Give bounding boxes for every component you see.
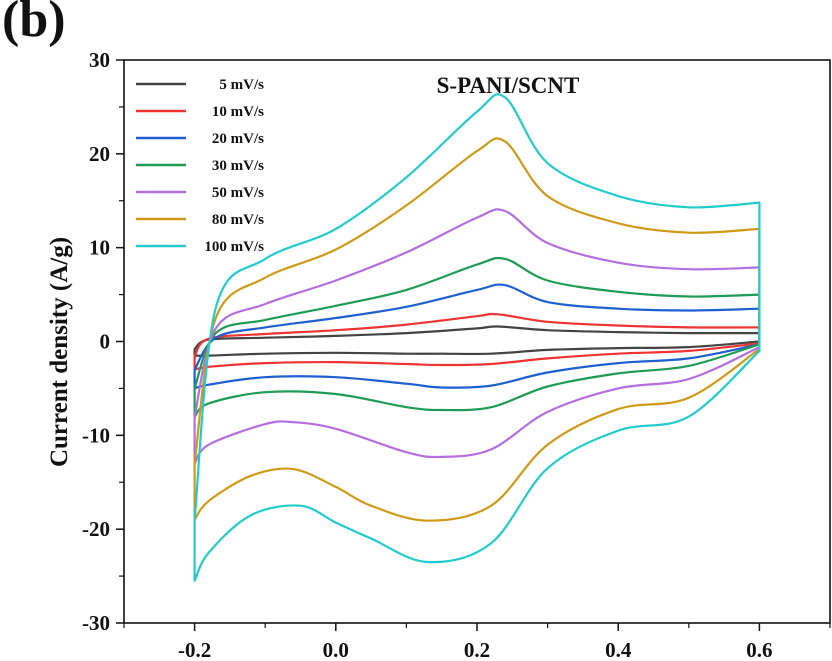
panel-label: (b) — [2, 0, 66, 48]
legend-label: 30 mV/s — [212, 158, 264, 174]
chart-title: S-PANI/SCNT — [437, 73, 580, 98]
x-tick-label: 0.4 — [605, 638, 632, 661]
legend-label: 10 mV/s — [212, 104, 264, 120]
x-tick-label: -0.2 — [178, 638, 211, 661]
y-tick-label: -10 — [82, 423, 110, 447]
y-tick-label: 0 — [100, 330, 111, 354]
y-tick-label: -20 — [82, 517, 110, 541]
y-tick-label: -30 — [82, 611, 110, 635]
series-line-5 — [193, 208, 761, 465]
legend-label: 50 mV/s — [212, 185, 264, 201]
legend: 5 mV/s 10 mV/s 20 mV/s 30 mV/s 50 mV/s 80 mV/… — [136, 77, 264, 255]
series-line-2 — [193, 312, 761, 371]
legend-label: 100 mV/s — [204, 239, 264, 255]
legend-label: 20 mV/s — [212, 131, 264, 147]
axes-layer: -0.2 0.0 0.2 0.4 0.6 -30 -20 -10 0 10 20 30 — [82, 48, 831, 661]
y-tick-label: 10 — [89, 236, 110, 260]
y-tick-label: 20 — [89, 142, 110, 166]
series-layer — [193, 93, 761, 582]
series-line-6 — [193, 137, 761, 522]
x-tick-label: 0.0 — [323, 638, 349, 661]
x-tick-label: 0.2 — [464, 638, 490, 661]
legend-label: 5 mV/s — [219, 77, 264, 93]
legend-label: 80 mV/s — [212, 212, 264, 228]
x-tick-label: 0.6 — [746, 638, 772, 661]
series-line-7 — [193, 93, 761, 582]
y-tick-label: 30 — [89, 48, 110, 72]
